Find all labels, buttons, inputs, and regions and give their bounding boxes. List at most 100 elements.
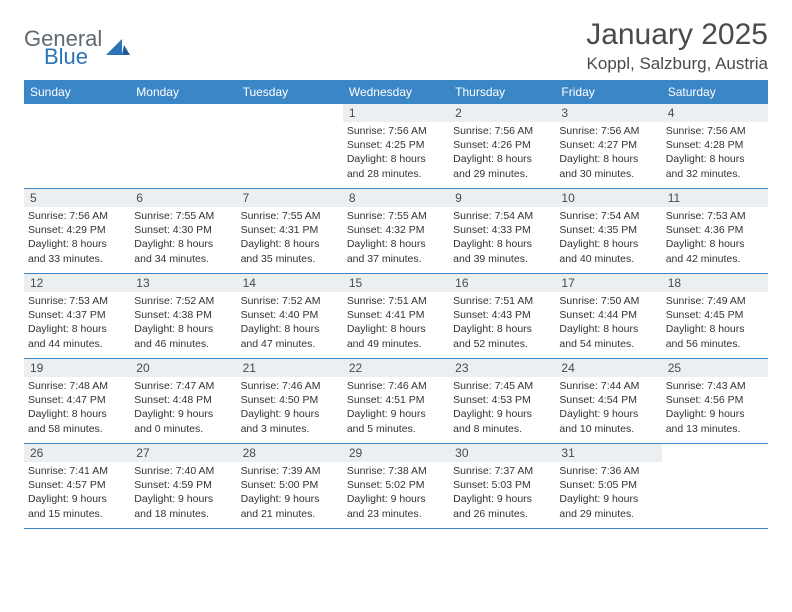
day-number xyxy=(130,104,236,108)
day-number: 19 xyxy=(24,359,130,377)
day-number xyxy=(662,444,768,448)
day-details: Sunrise: 7:38 AMSunset: 5:02 PMDaylight:… xyxy=(347,464,445,521)
day-number: 9 xyxy=(449,189,555,207)
day-details: Sunrise: 7:40 AMSunset: 4:59 PMDaylight:… xyxy=(134,464,232,521)
day-cell: 20Sunrise: 7:47 AMSunset: 4:48 PMDayligh… xyxy=(130,359,236,443)
day-cell: 23 Sunrise: 7:45 AMSunset: 4:53 PMDayligh… xyxy=(449,359,555,443)
day-cell: 10 Sunrise: 7:54 AMSunset: 4:35 PMDayligh… xyxy=(555,189,661,273)
day-number xyxy=(237,104,343,108)
day-number xyxy=(24,104,130,108)
day-number: 25 xyxy=(662,359,768,377)
day-number: 28 xyxy=(237,444,343,462)
week-row: 19 Sunrise: 7:48 AMSunset: 4:47 PMDayligh… xyxy=(24,359,768,444)
day-cell: 16Sunrise: 7:51 AMSunset: 4:43 PMDayligh… xyxy=(449,274,555,358)
day-number: 14 xyxy=(237,274,343,292)
day-details: Sunrise: 7:54 AMSunset: 4:35 PMDaylight:… xyxy=(559,209,657,266)
day-details: Sunrise: 7:51 AMSunset: 4:41 PMDaylight:… xyxy=(347,294,445,351)
day-number: 2 xyxy=(449,104,555,122)
day-cell: 15 Sunrise: 7:51 AMSunset: 4:41 PMDayligh… xyxy=(343,274,449,358)
day-number: 21 xyxy=(237,359,343,377)
day-number: 3 xyxy=(555,104,661,122)
day-cell: 18Sunrise: 7:49 AMSunset: 4:45 PMDayligh… xyxy=(662,274,768,358)
triangle-icon xyxy=(106,35,132,62)
day-details: Sunrise: 7:47 AMSunset: 4:48 PMDaylight:… xyxy=(134,379,232,436)
day-cell: 7 Sunrise: 7:55 AMSunset: 4:31 PMDaylight… xyxy=(237,189,343,273)
day-number: 4 xyxy=(662,104,768,122)
day-details: Sunrise: 7:39 AMSunset: 5:00 PMDaylight:… xyxy=(241,464,339,521)
day-number: 11 xyxy=(662,189,768,207)
day-details: Sunrise: 7:45 AMSunset: 4:53 PMDaylight:… xyxy=(453,379,551,436)
day-details: Sunrise: 7:52 AMSunset: 4:40 PMDaylight:… xyxy=(241,294,339,351)
day-cell: 17 Sunrise: 7:50 AMSunset: 4:44 PMDayligh… xyxy=(555,274,661,358)
day-details: Sunrise: 7:55 AMSunset: 4:31 PMDaylight:… xyxy=(241,209,339,266)
day-details: Sunrise: 7:43 AMSunset: 4:56 PMDaylight:… xyxy=(666,379,764,436)
day-number: 27 xyxy=(130,444,236,462)
weeks-container: 1 Sunrise: 7:56 AMSunset: 4:25 PMDaylight… xyxy=(24,104,768,529)
day-details: Sunrise: 7:50 AMSunset: 4:44 PMDaylight:… xyxy=(559,294,657,351)
weekday-header-cell: Friday xyxy=(555,80,661,104)
week-row: 12 Sunrise: 7:53 AMSunset: 4:37 PMDayligh… xyxy=(24,274,768,359)
day-cell: 25 Sunrise: 7:43 AMSunset: 4:56 PMDayligh… xyxy=(662,359,768,443)
day-number: 15 xyxy=(343,274,449,292)
day-cell: 2Sunrise: 7:56 AMSunset: 4:26 PMDaylight… xyxy=(449,104,555,188)
logo: General Blue xyxy=(24,18,132,68)
day-cell: 9Sunrise: 7:54 AMSunset: 4:33 PMDaylight… xyxy=(449,189,555,273)
day-number: 12 xyxy=(24,274,130,292)
day-cell: 14 Sunrise: 7:52 AMSunset: 4:40 PMDayligh… xyxy=(237,274,343,358)
day-details: Sunrise: 7:56 AMSunset: 4:25 PMDaylight:… xyxy=(347,124,445,181)
day-number: 23 xyxy=(449,359,555,377)
day-details: Sunrise: 7:56 AMSunset: 4:29 PMDaylight:… xyxy=(28,209,126,266)
day-cell: 28 Sunrise: 7:39 AMSunset: 5:00 PMDayligh… xyxy=(237,444,343,528)
week-row: 1 Sunrise: 7:56 AMSunset: 4:25 PMDaylight… xyxy=(24,104,768,189)
day-details: Sunrise: 7:52 AMSunset: 4:38 PMDaylight:… xyxy=(134,294,232,351)
day-number: 1 xyxy=(343,104,449,122)
day-cell: 11 Sunrise: 7:53 AMSunset: 4:36 PMDayligh… xyxy=(662,189,768,273)
day-cell: 26 Sunrise: 7:41 AMSunset: 4:57 PMDayligh… xyxy=(24,444,130,528)
day-cell xyxy=(662,444,768,528)
logo-text: General Blue xyxy=(24,28,102,68)
day-number: 7 xyxy=(237,189,343,207)
day-cell: 5 Sunrise: 7:56 AMSunset: 4:29 PMDaylight… xyxy=(24,189,130,273)
day-details: Sunrise: 7:53 AMSunset: 4:36 PMDaylight:… xyxy=(666,209,764,266)
day-cell: 30Sunrise: 7:37 AMSunset: 5:03 PMDayligh… xyxy=(449,444,555,528)
day-details: Sunrise: 7:56 AMSunset: 4:28 PMDaylight:… xyxy=(666,124,764,181)
day-number: 8 xyxy=(343,189,449,207)
calendar-document: General Blue January 2025 Koppl, Salzbur… xyxy=(0,0,792,529)
day-cell: 21 Sunrise: 7:46 AMSunset: 4:50 PMDayligh… xyxy=(237,359,343,443)
month-title: January 2025 xyxy=(586,18,768,52)
day-cell: 19 Sunrise: 7:48 AMSunset: 4:47 PMDayligh… xyxy=(24,359,130,443)
weekday-header-row: SundayMondayTuesdayWednesdayThursdayFrid… xyxy=(24,80,768,104)
day-cell: 24 Sunrise: 7:44 AMSunset: 4:54 PMDayligh… xyxy=(555,359,661,443)
day-cell: 13Sunrise: 7:52 AMSunset: 4:38 PMDayligh… xyxy=(130,274,236,358)
day-cell: 22Sunrise: 7:46 AMSunset: 4:51 PMDayligh… xyxy=(343,359,449,443)
day-details: Sunrise: 7:48 AMSunset: 4:47 PMDaylight:… xyxy=(28,379,126,436)
weekday-header-cell: Tuesday xyxy=(237,80,343,104)
day-details: Sunrise: 7:51 AMSunset: 4:43 PMDaylight:… xyxy=(453,294,551,351)
day-cell: 6Sunrise: 7:55 AMSunset: 4:30 PMDaylight… xyxy=(130,189,236,273)
day-cell xyxy=(237,104,343,188)
day-details: Sunrise: 7:53 AMSunset: 4:37 PMDaylight:… xyxy=(28,294,126,351)
day-number: 6 xyxy=(130,189,236,207)
weekday-header-cell: Thursday xyxy=(449,80,555,104)
day-details: Sunrise: 7:41 AMSunset: 4:57 PMDaylight:… xyxy=(28,464,126,521)
day-details: Sunrise: 7:55 AMSunset: 4:32 PMDaylight:… xyxy=(347,209,445,266)
day-number: 26 xyxy=(24,444,130,462)
weekday-header-cell: Saturday xyxy=(662,80,768,104)
day-details: Sunrise: 7:56 AMSunset: 4:27 PMDaylight:… xyxy=(559,124,657,181)
day-cell xyxy=(130,104,236,188)
day-number: 24 xyxy=(555,359,661,377)
day-number: 17 xyxy=(555,274,661,292)
day-number: 5 xyxy=(24,189,130,207)
day-number: 10 xyxy=(555,189,661,207)
day-details: Sunrise: 7:46 AMSunset: 4:50 PMDaylight:… xyxy=(241,379,339,436)
day-cell: 31Sunrise: 7:36 AMSunset: 5:05 PMDayligh… xyxy=(555,444,661,528)
day-number: 29 xyxy=(343,444,449,462)
day-details: Sunrise: 7:44 AMSunset: 4:54 PMDaylight:… xyxy=(559,379,657,436)
day-number: 31 xyxy=(555,444,661,462)
day-cell: 3 Sunrise: 7:56 AMSunset: 4:27 PMDaylight… xyxy=(555,104,661,188)
weekday-header-cell: Monday xyxy=(130,80,236,104)
day-cell: 4 Sunrise: 7:56 AMSunset: 4:28 PMDaylight… xyxy=(662,104,768,188)
calendar-grid: SundayMondayTuesdayWednesdayThursdayFrid… xyxy=(24,80,768,529)
day-details: Sunrise: 7:49 AMSunset: 4:45 PMDaylight:… xyxy=(666,294,764,351)
day-details: Sunrise: 7:46 AMSunset: 4:51 PMDaylight:… xyxy=(347,379,445,436)
